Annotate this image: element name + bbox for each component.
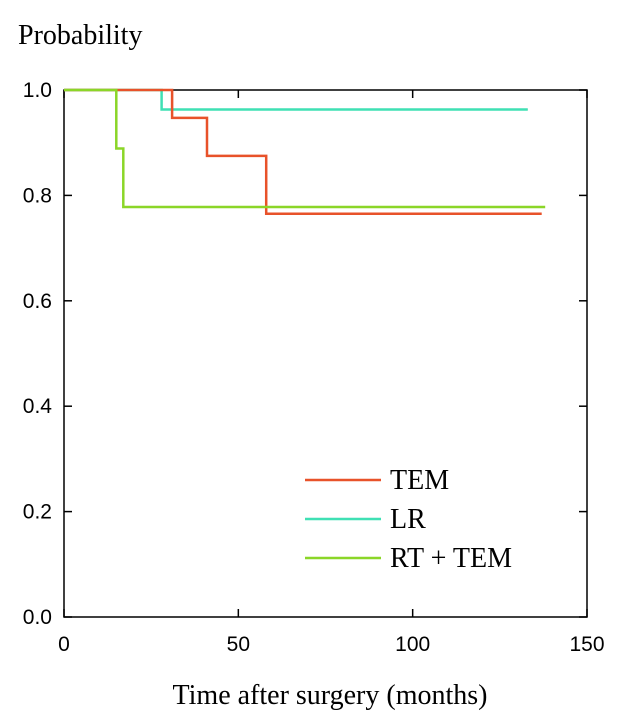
axis-ticks: [63, 89, 588, 618]
series-layer: [64, 88, 546, 216]
legend-label-tem: TEM: [390, 465, 449, 496]
censor-line: [171, 90, 528, 111]
y-tick-label: 0.2: [23, 501, 52, 524]
series-line-tem: [64, 88, 542, 216]
plot-frame: [63, 89, 588, 618]
legend-label-rt-tem: RT + TEM: [390, 543, 512, 574]
x-tick-label: 0: [58, 633, 70, 656]
series-line-lr: [64, 88, 528, 111]
y-tick-label: 0.0: [23, 606, 52, 629]
y-tick-label: 0.8: [23, 184, 52, 207]
x-axis-label: Time after surgery (months): [173, 680, 488, 711]
y-axis-label: Probability: [18, 20, 142, 51]
x-tick-label: 150: [569, 633, 604, 656]
axis-tick-labels: 0 50 100 150 0.0 0.2 0.4 0.6 0.8 1.0: [23, 79, 605, 656]
series-line-rt-tem: [64, 88, 546, 209]
legend-label-lr: LR: [390, 504, 426, 535]
x-tick-label: 100: [395, 633, 430, 656]
y-tick-label: 1.0: [23, 79, 52, 102]
y-tick-label: 0.4: [23, 395, 53, 418]
legend: TEM LR RT + TEM: [305, 465, 512, 574]
plot-border: [63, 89, 588, 618]
x-tick-label: 50: [227, 633, 250, 656]
y-tick-label: 0.6: [23, 290, 52, 313]
